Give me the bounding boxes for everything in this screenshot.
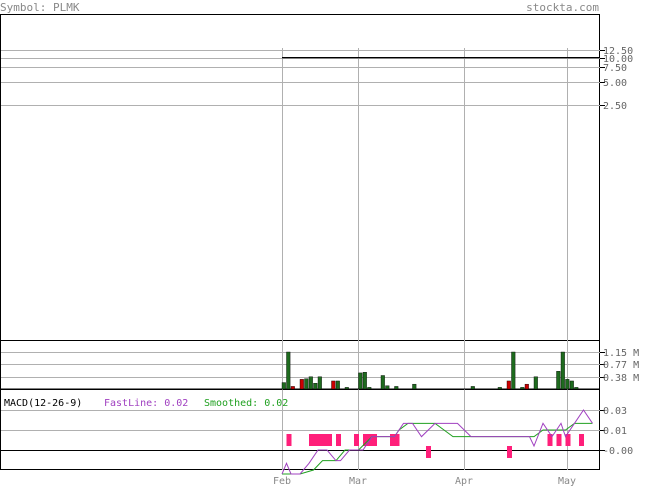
macd-tick-label: 0.01: [603, 426, 627, 437]
volume-bar: [385, 385, 390, 390]
month-label: Feb: [273, 476, 291, 486]
volume-bar: [412, 383, 417, 390]
volume-bar: [565, 379, 570, 390]
price-tick-label: 5.00: [603, 78, 627, 89]
volume-bar: [511, 351, 516, 390]
volume-bar: [335, 380, 340, 390]
volume-bar: [569, 380, 574, 390]
month-label: Mar: [349, 476, 367, 486]
volume-bar: [533, 376, 538, 390]
macd-fastline-label: FastLine: 0.02: [104, 398, 188, 409]
month-label: Apr: [455, 476, 473, 486]
volume-bar: [362, 372, 367, 390]
volume-bar: [520, 387, 525, 390]
macd-fast-line: [281, 409, 593, 475]
macd-hist-bar: [327, 434, 332, 446]
symbol-label: Symbol: PLMK: [0, 1, 80, 14]
volume-bar: [524, 383, 529, 390]
volume-bar: [506, 380, 511, 390]
volume-bar: [304, 378, 309, 390]
volume-bar: [394, 386, 399, 390]
macd-hist-bar: [313, 434, 319, 446]
macd-hist-bar: [354, 434, 359, 446]
volume-tick-label: 1.15 M: [603, 348, 639, 359]
macd-hist-bar: [556, 434, 562, 446]
volume-bar: [380, 375, 385, 390]
macd-smoothed-label: Smoothed: 0.02: [204, 398, 288, 409]
volume-bar: [556, 371, 561, 390]
volume-bar: [560, 351, 565, 390]
macd-hist-bar: [363, 434, 368, 446]
month-label: May: [558, 476, 576, 486]
volume-bar: [299, 379, 304, 390]
site-link[interactable]: stockta.com: [526, 1, 599, 14]
volume-bar: [497, 387, 502, 390]
price-tick-label: 2.50: [603, 101, 627, 112]
price-tick-label: 10.00: [603, 54, 633, 65]
volume-tick-label: 0.77 M: [603, 360, 639, 371]
volume-bar: [290, 386, 295, 390]
volume-bar: [331, 380, 336, 390]
macd-hist-bar: [507, 446, 512, 458]
grid-lines: [1, 48, 600, 470]
macd-title: MACD(12-26-9): [4, 398, 82, 409]
macd-hist-bar: [309, 434, 314, 446]
macd-hist-bar: [394, 434, 400, 446]
macd-hist-bar: [426, 446, 431, 458]
volume-bars: [281, 351, 579, 390]
macd-hist-bar: [547, 434, 553, 446]
macd-hist-bar: [336, 434, 341, 446]
macd-tick-label: 0.03: [603, 406, 627, 417]
macd-hist-bar: [286, 434, 292, 446]
macd-hist-bar: [318, 434, 323, 446]
price-panel: [0, 14, 600, 341]
volume-bar: [308, 376, 313, 390]
macd-hist-bar: [322, 434, 328, 446]
volume-bar: [286, 351, 291, 390]
price-tick-label: 7.50: [603, 63, 627, 74]
price-tick-label: 12.50: [603, 46, 633, 57]
macd-hist-bar: [372, 434, 377, 446]
volume-bar: [344, 387, 349, 390]
macd-tick-label: -0.00: [603, 446, 633, 457]
volume-bar: [470, 386, 475, 390]
macd-hist-bar: [579, 434, 584, 446]
macd-hist-bar: [565, 434, 571, 446]
macd-hist-bar: [390, 434, 395, 446]
volume-bar: [358, 372, 363, 390]
volume-bar: [317, 376, 322, 390]
volume-bar: [574, 387, 579, 390]
volume-tick-label: 0.38 M: [603, 373, 639, 384]
volume-bar: [281, 382, 286, 390]
macd-lines: [281, 409, 593, 475]
volume-bar: [313, 383, 318, 390]
volume-bar: [367, 387, 372, 390]
